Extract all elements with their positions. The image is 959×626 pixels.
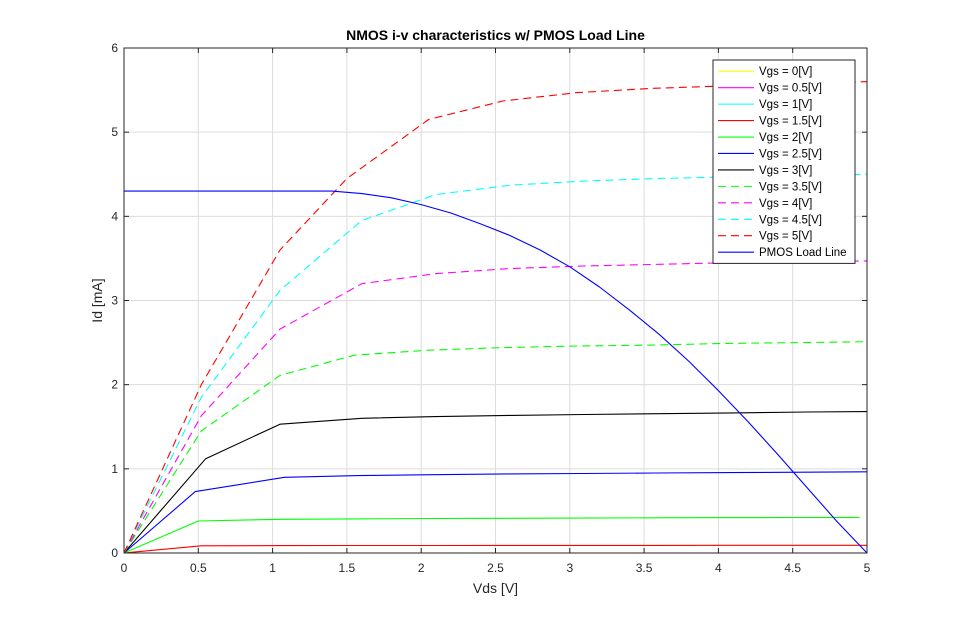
- legend-entry-vgs-5-v: Vgs = 5[V]: [759, 231, 812, 243]
- legend-entry-vgs-0-v: Vgs = 0[V]: [759, 66, 812, 78]
- series-line-vgs-4-5-v: [123, 173, 868, 554]
- legend-entry-vgs-1-v: Vgs = 1[V]: [759, 99, 812, 111]
- ticks: 0 0.5 1 1.5 2 2.5 3 3.5 4 4.5 5 0 1 2 3 4 5 6: [111, 41, 870, 575]
- legend-entry-vgs-4-v: Vgs = 4[V]: [759, 198, 812, 210]
- y-axis-label: Id [mA]: [89, 278, 105, 322]
- x-axis-label: Vds [V]: [473, 580, 518, 596]
- chart-title: NMOS i-v characteristics w/ PMOS Load Li…: [346, 27, 645, 43]
- series-line-vgs-4-v: [123, 260, 868, 554]
- y-tick-label: 4: [111, 209, 118, 223]
- x-tick-label: 4: [715, 561, 722, 575]
- x-tick-label: 1: [269, 561, 276, 575]
- legend-entry-vgs-0-5-v: Vgs = 0.5[V]: [759, 83, 822, 95]
- legend-entry-vgs-3-v: Vgs = 3[V]: [759, 165, 812, 177]
- y-tick-label: 0: [111, 546, 118, 560]
- legend-entry-pmos-load-line: PMOS Load Line: [759, 247, 847, 259]
- x-tick-label: 3: [566, 561, 573, 575]
- x-tick-label: 0.5: [190, 561, 207, 575]
- series-line-vgs-1-5-v: [123, 544, 867, 554]
- y-tick-label: 6: [111, 41, 118, 55]
- x-tick-label: 3.5: [636, 561, 653, 575]
- legend-box: [712, 59, 856, 264]
- legend: Vgs = 0[V] Vgs = 0.5[V] Vgs = 1[V] Vgs = 1.…: [712, 59, 856, 264]
- series-line-vgs-2-5-v: [123, 471, 868, 554]
- y-tick-label: 5: [111, 125, 118, 139]
- x-tick-label: 5: [864, 561, 871, 575]
- y-tick-label: 1: [111, 462, 118, 476]
- legend-entry-vgs-3-5-v: Vgs = 3.5[V]: [759, 181, 822, 193]
- series-line-vgs-2-v: [123, 516, 860, 554]
- legend-entry-vgs-2-v: Vgs = 2[V]: [759, 132, 812, 144]
- x-tick-label: 2.5: [487, 561, 504, 575]
- legend-entry-vgs-2-5-v: Vgs = 2.5[V]: [759, 148, 822, 160]
- x-tick-label: 2: [418, 561, 425, 575]
- legend-entry-vgs-1-5-v: Vgs = 1.5[V]: [759, 116, 822, 128]
- y-tick-label: 2: [111, 378, 118, 392]
- legend-entry-vgs-4-5-v: Vgs = 4.5[V]: [759, 214, 822, 226]
- x-tick-label: 1.5: [339, 561, 356, 575]
- x-tick-label: 4.5: [784, 561, 801, 575]
- series-line-vgs-3-5-v: [123, 341, 868, 554]
- x-tick-label: 0: [121, 561, 128, 575]
- y-tick-label: 3: [111, 294, 118, 308]
- series-line-vgs-3-v: [123, 411, 868, 554]
- series-line-pmos-load-line: [124, 190, 868, 554]
